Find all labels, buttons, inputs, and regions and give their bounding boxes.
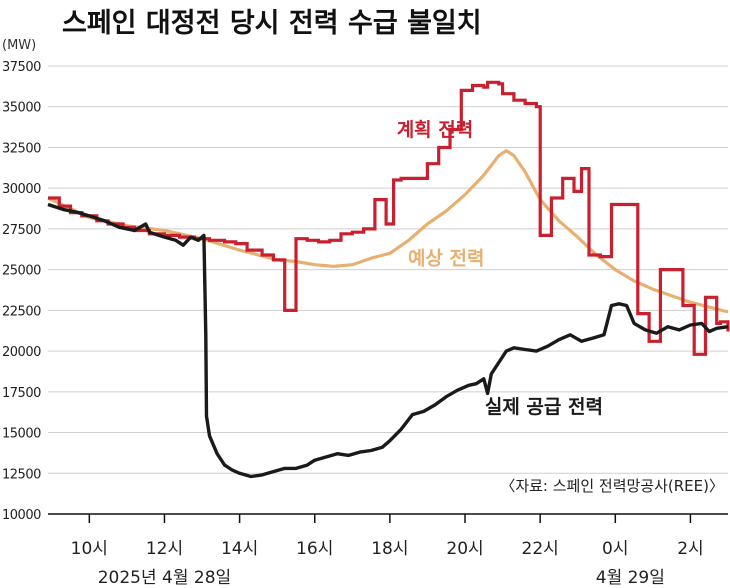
date-label: 2025년 4월 28일 xyxy=(98,568,231,588)
series-line-actual xyxy=(47,202,729,479)
x-axis-ticks: 10시 12시 14시 16시 18시 20시 22시 0시 2시 xyxy=(71,514,704,559)
date-label: 4월 29일 xyxy=(596,568,665,588)
x-tick-label: 22시 xyxy=(522,539,559,559)
series-label-actual: 실제 공급 전력 xyxy=(485,396,603,418)
y-tick-label: 12500 xyxy=(2,467,41,482)
series-line-forecast xyxy=(47,149,729,314)
chart-title: 스페인 대정전 당시 전력 수급 불일치 xyxy=(62,8,482,39)
y-tick-label: 30000 xyxy=(2,182,41,197)
y-tick-label: 17500 xyxy=(2,386,41,401)
source-note: 〈자료: 스페인 전력망공사(REE)〉 xyxy=(500,477,724,495)
series-label-forecast: 예상 전력 xyxy=(408,248,485,270)
y-tick-label: 32500 xyxy=(2,141,41,156)
y-tick-label: 37500 xyxy=(2,60,41,75)
x-tick-label: 16시 xyxy=(296,539,333,559)
y-tick-label: 22500 xyxy=(2,304,41,319)
y-axis-unit: (MW) xyxy=(2,38,36,53)
x-tick-label: 10시 xyxy=(71,539,108,559)
x-tick-label: 20시 xyxy=(446,539,483,559)
series-label-planned: 계획 전력 xyxy=(397,119,474,141)
x-tick-label: 2시 xyxy=(677,539,703,559)
x-tick-label: 12시 xyxy=(146,539,183,559)
y-tick-label: 20000 xyxy=(2,345,41,360)
y-tick-label: 27500 xyxy=(2,223,41,238)
y-tick-label: 15000 xyxy=(2,427,41,442)
gridlines xyxy=(48,65,728,474)
x-tick-label: 18시 xyxy=(371,539,408,559)
series-layer xyxy=(47,80,730,479)
date-labels: 2025년 4월 28일 4월 29일 xyxy=(98,568,665,588)
series-line-planned xyxy=(48,80,730,356)
y-tick-label: 35000 xyxy=(2,101,41,116)
y-axis-ticks: 10000 12500 15000 17500 20000 22500 25000 27500… xyxy=(2,60,42,523)
x-tick-label: 0시 xyxy=(602,539,628,559)
x-tick-label: 14시 xyxy=(221,539,258,559)
y-tick-label: 25000 xyxy=(2,264,41,279)
y-tick-label: 10000 xyxy=(2,508,41,523)
